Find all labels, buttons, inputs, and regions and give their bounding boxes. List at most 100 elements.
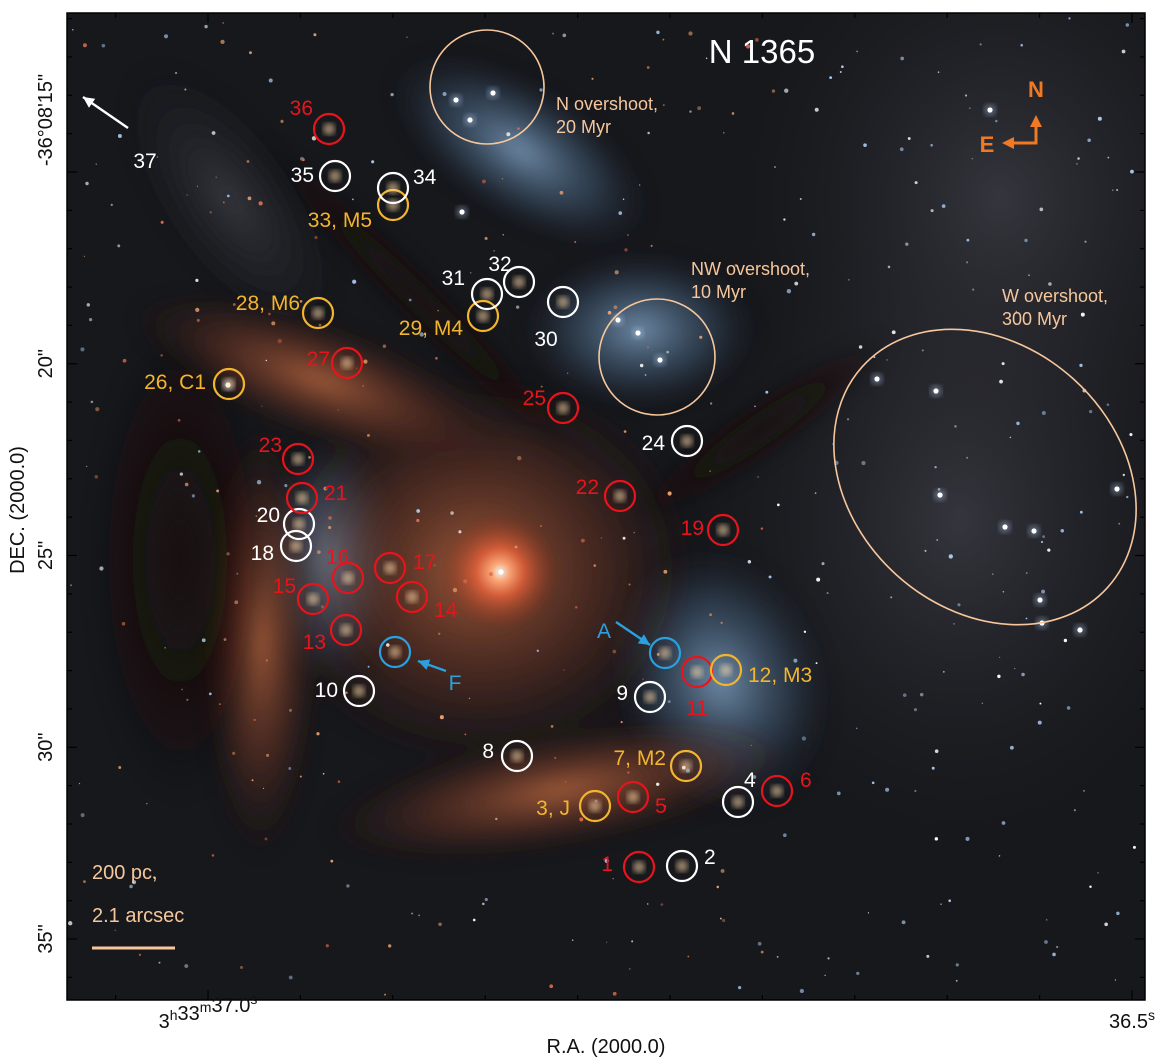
star (318, 323, 322, 327)
cluster-marker: 27 (307, 346, 364, 380)
cluster-source (676, 860, 688, 872)
star (1016, 421, 1020, 426)
star (774, 166, 776, 168)
star (794, 281, 799, 286)
star (325, 944, 329, 948)
star (1129, 433, 1133, 437)
star (232, 751, 236, 755)
star (591, 77, 594, 80)
star (328, 516, 332, 520)
cluster-marker: 21 (285, 481, 347, 515)
cluster-source (633, 861, 645, 873)
star (118, 766, 122, 769)
star (299, 299, 303, 303)
star (236, 572, 239, 575)
star (639, 184, 641, 186)
star (268, 312, 271, 316)
cluster-circle (633, 680, 667, 714)
x-tick-label-unit: s (250, 991, 257, 1007)
star (856, 50, 858, 53)
bright-star (459, 209, 465, 215)
cluster-label: 7, M2 (613, 747, 666, 770)
star (575, 606, 578, 609)
star (966, 456, 969, 459)
star (955, 979, 958, 982)
star (855, 727, 858, 730)
star (719, 917, 722, 920)
cluster-marker: 16 (326, 546, 365, 595)
star (867, 912, 870, 914)
star (1097, 116, 1102, 121)
cluster-source (406, 591, 418, 603)
star (1010, 745, 1014, 750)
star (861, 461, 866, 466)
cluster-marker: 5 (616, 780, 667, 818)
star-field (68, 17, 1136, 996)
star (110, 203, 113, 206)
star (722, 918, 726, 923)
star (550, 724, 554, 728)
cluster-label: 32 (488, 253, 511, 276)
cluster-arrowhead (418, 659, 431, 670)
cluster-marker: 10 (315, 674, 376, 708)
star (1002, 590, 1005, 593)
star (997, 674, 1001, 679)
cluster-source (223, 378, 235, 390)
star (1126, 495, 1129, 499)
compass-arrows (1012, 125, 1038, 145)
star (452, 587, 458, 593)
star (656, 30, 660, 35)
star (955, 963, 959, 967)
overshoot-label: N overshoot, (556, 94, 658, 114)
cluster-label: 11 (686, 697, 708, 720)
star (186, 194, 189, 196)
cluster-circle (622, 850, 656, 884)
star (218, 703, 221, 706)
star (737, 985, 742, 990)
star (699, 335, 703, 339)
star (288, 767, 292, 770)
star (991, 573, 994, 575)
star (539, 525, 542, 528)
star (552, 32, 554, 35)
star (85, 181, 89, 186)
star (386, 643, 390, 647)
star (846, 418, 850, 421)
cluster-label: 17 (413, 551, 436, 574)
star (1041, 589, 1046, 594)
star (288, 708, 292, 712)
bright-star (933, 388, 939, 394)
star (482, 902, 485, 906)
cluster-marker: 19 (681, 513, 740, 547)
star (95, 407, 100, 412)
star (416, 509, 420, 513)
star (969, 107, 971, 109)
star (320, 605, 325, 609)
star (464, 733, 467, 736)
star (841, 65, 844, 69)
star (856, 971, 860, 975)
star (899, 147, 904, 152)
star (226, 552, 230, 556)
star (689, 110, 692, 113)
star (887, 265, 891, 269)
cluster-marker: 37 (82, 96, 157, 173)
star (627, 771, 630, 774)
star (83, 880, 86, 884)
star (322, 772, 325, 775)
star (600, 537, 603, 539)
cluster-marker: 3, J (536, 789, 612, 823)
cluster-source (341, 357, 353, 369)
star (247, 196, 252, 201)
star (181, 688, 183, 691)
cluster-circle (342, 674, 376, 708)
star (261, 405, 263, 407)
star (873, 356, 876, 359)
scale-bar-physical: 200 pc, (92, 862, 158, 884)
star (337, 780, 341, 783)
star (921, 349, 924, 352)
cluster-circle (296, 582, 330, 616)
star (966, 261, 969, 264)
star (85, 465, 88, 468)
